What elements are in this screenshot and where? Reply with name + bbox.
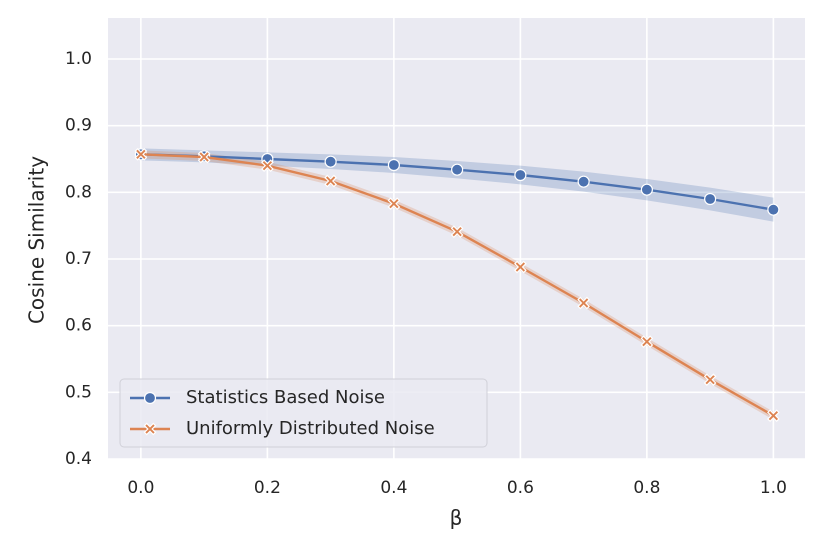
marker bbox=[514, 260, 527, 274]
marker bbox=[451, 163, 464, 176]
y-tick-label: 0.9 bbox=[65, 116, 92, 136]
marker bbox=[143, 422, 157, 436]
marker bbox=[640, 335, 654, 349]
x-tick-label: 0.0 bbox=[127, 478, 154, 498]
y-tick-label: 0.5 bbox=[65, 382, 92, 402]
marker bbox=[387, 158, 400, 172]
marker bbox=[514, 168, 527, 182]
marker bbox=[703, 373, 717, 387]
y-tick-label: 1.0 bbox=[65, 49, 92, 69]
marker bbox=[450, 225, 464, 239]
x-tick-label: 1.0 bbox=[760, 478, 787, 498]
y-tick-label: 0.8 bbox=[65, 182, 92, 202]
legend-label: Uniformly Distributed Noise bbox=[186, 418, 435, 439]
marker bbox=[197, 150, 211, 164]
x-tick-label: 0.6 bbox=[507, 478, 534, 498]
marker bbox=[767, 409, 780, 423]
x-tick-label: 0.4 bbox=[380, 478, 407, 498]
x-axis-label: β bbox=[450, 506, 463, 530]
marker bbox=[704, 192, 717, 206]
legend-box bbox=[119, 378, 488, 448]
marker bbox=[324, 174, 337, 188]
y-tick-label: 0.6 bbox=[65, 316, 92, 336]
legend-label: Statistics Based Noise bbox=[186, 387, 385, 408]
y-tick-label: 0.4 bbox=[65, 449, 92, 469]
marker bbox=[767, 203, 780, 216]
marker bbox=[387, 197, 401, 211]
y-tick-label: 0.7 bbox=[65, 249, 92, 269]
x-tick-label: 0.2 bbox=[254, 478, 281, 498]
marker bbox=[577, 175, 590, 188]
marker bbox=[261, 159, 274, 173]
marker bbox=[577, 296, 590, 310]
marker bbox=[324, 155, 337, 168]
y-axis-label: Cosine Similarity bbox=[25, 156, 49, 324]
marker bbox=[640, 183, 653, 196]
confidence-band bbox=[140, 148, 774, 222]
marker bbox=[143, 391, 157, 405]
marker bbox=[134, 147, 148, 161]
x-tick-label: 0.8 bbox=[633, 478, 660, 498]
